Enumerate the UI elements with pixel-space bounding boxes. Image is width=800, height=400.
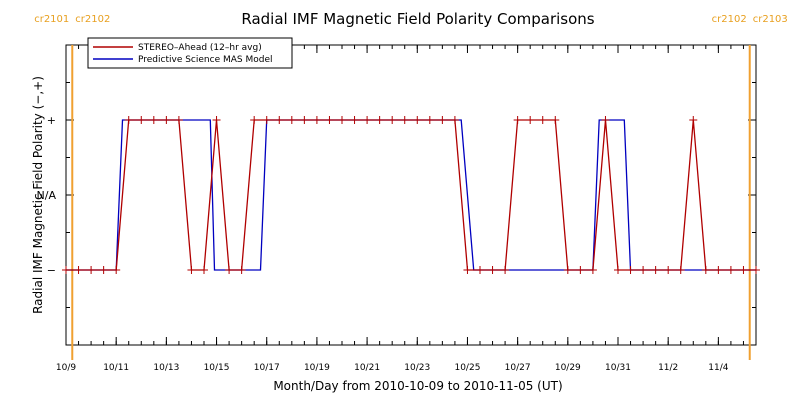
data-point [739,266,748,274]
data-point [99,266,108,274]
data-point [538,116,547,124]
data-point [551,116,560,124]
y-axis-label: Radial IMF Magnetic Field Polarity (−,+) [31,76,45,314]
x-tick-label: 10/25 [454,363,480,373]
data-point [112,266,121,274]
data-point [250,116,259,124]
data-point [312,116,321,124]
data-point [614,266,622,274]
carrington-label-left: cr2102 [712,14,747,25]
carrington-rotation-markers: cr2101 cr2102 cr2102 cr2103 [34,14,788,360]
data-point [563,266,572,274]
data-point [350,116,359,124]
data-point [701,266,710,274]
data-point [513,116,522,124]
data-point [137,116,146,124]
data-point [237,266,246,274]
data-point [714,266,723,274]
data-point [262,116,271,124]
data-point [62,266,70,274]
data-point [752,266,760,274]
data-point [576,266,585,274]
x-axis-label: Month/Day from 2010-10-09 to 2010-11-05 … [273,379,562,393]
data-point [225,266,234,274]
data-point [363,116,372,124]
data-point [149,116,158,124]
data-point [726,266,735,274]
x-tick-label: 10/9 [56,363,76,373]
data-point [325,116,334,124]
data-point [601,116,610,124]
data-point [664,266,673,274]
y-tick-label: + [47,114,56,127]
data-point [476,266,484,274]
x-tick-label: 10/11 [103,363,129,373]
data-point [425,116,434,124]
data-point [87,266,96,274]
data-point [450,116,459,124]
data-point [174,116,183,124]
x-tick-label: 11/4 [708,363,728,373]
data-point [375,116,384,124]
x-axis-ticks: 10/9 10/11 10/13 10/15 10/17 10/19 10/21 10/23 1… [56,45,757,373]
x-tick-label: 10/29 [555,363,581,373]
data-point [300,116,309,124]
data-point [212,116,221,124]
series-layer [62,116,760,274]
y-tick-label: − [47,264,56,277]
x-tick-label: 10/19 [304,363,330,373]
x-tick-label: 10/31 [605,363,631,373]
data-point [438,116,447,124]
data-point [275,116,284,124]
data-point [287,116,296,124]
data-point [463,266,472,274]
data-point [413,116,422,124]
data-point [162,116,171,124]
data-point [200,266,208,274]
data-point [689,116,698,124]
x-tick-label: 11/2 [658,363,678,373]
x-tick-label: 10/17 [254,363,280,373]
data-point [588,266,597,274]
data-point [488,266,497,274]
x-tick-label: 10/27 [505,363,531,373]
carrington-label-right: cr2102 [75,14,110,25]
data-point [338,116,346,124]
y-tick-label: N/A [37,189,57,202]
data-point [639,266,648,274]
data-point [526,116,535,124]
carrington-label-right: cr2103 [753,14,788,25]
data-point [651,266,660,274]
data-point [676,266,685,274]
data-point [501,266,510,274]
legend-entry-stereo: STEREO–Ahead (12–hr avg) [138,43,262,53]
data-point [187,266,196,274]
legend-entry-mas-model: Predictive Science MAS Model [138,55,273,65]
data-point [626,266,635,274]
x-tick-label: 10/23 [404,363,430,373]
x-tick-label: 10/21 [354,363,380,373]
x-tick-label: 10/15 [204,363,230,373]
data-point [124,116,133,124]
data-point [388,116,397,124]
data-point [400,116,409,124]
x-tick-label: 10/13 [153,363,179,373]
carrington-label-left: cr2101 [34,14,69,25]
data-point [74,266,83,274]
legend: STEREO–Ahead (12–hr avg) Predictive Scie… [87,37,293,69]
chart-title: Radial IMF Magnetic Field Polarity Compa… [241,10,594,28]
